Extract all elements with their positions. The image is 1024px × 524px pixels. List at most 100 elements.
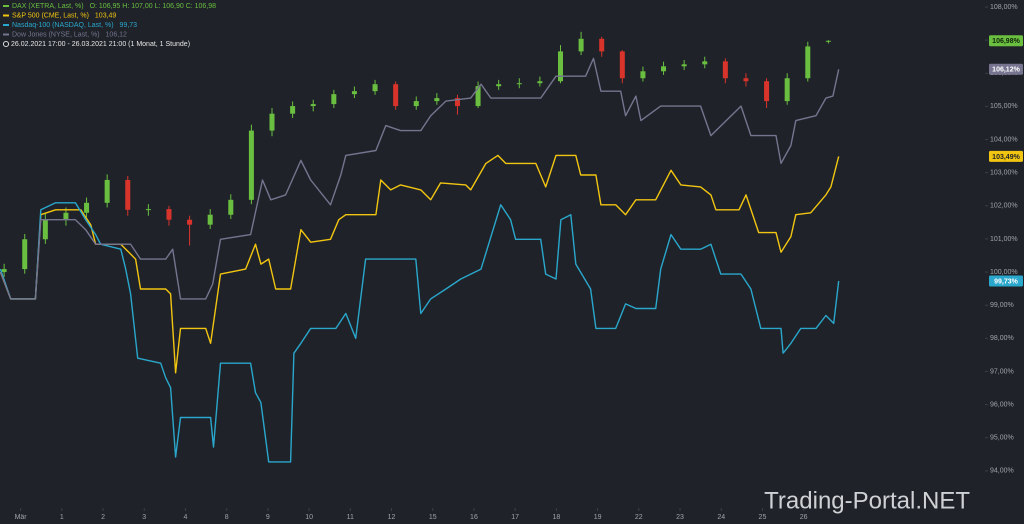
y-tick-label: 105,00% <box>990 103 1018 110</box>
candle-body <box>187 219 193 225</box>
y-tick-label: 97,00% <box>990 368 1014 375</box>
series-line <box>0 57 840 300</box>
candle-body <box>1 269 7 273</box>
candle-body <box>290 106 296 114</box>
x-tick-label: 9 <box>266 514 270 521</box>
x-tick-label: 15 <box>429 514 437 521</box>
last-value-box <box>989 63 1023 75</box>
x-tick-label: Mär <box>15 514 28 521</box>
candle-body <box>372 84 378 92</box>
x-tick-label: 25 <box>759 514 767 521</box>
x-tick-label: 18 <box>552 514 560 521</box>
candle-body <box>104 179 110 203</box>
candle-body <box>681 64 687 67</box>
candle-body <box>22 239 28 270</box>
candle-body <box>640 71 646 79</box>
x-tick-label: 16 <box>470 514 478 521</box>
legend-entry: S&P 500 (CME, Last, %) 103,49 <box>12 12 116 19</box>
y-tick-label: 94,00% <box>990 468 1014 475</box>
y-tick-label: 104,00% <box>990 136 1018 143</box>
x-tick-label: 8 <box>225 514 229 521</box>
y-tick-label: 101,00% <box>990 236 1018 243</box>
series-line <box>0 202 840 463</box>
series-line <box>0 154 840 374</box>
candle-body <box>413 101 419 107</box>
subtitle: 26.02.2021 17:00 - 26.03.2021 21:00 (1 M… <box>11 41 190 48</box>
candle-body <box>496 84 502 87</box>
candle-body <box>42 219 48 240</box>
last-value-label: 99,73% <box>994 278 1019 285</box>
y-tick-label: 100,00% <box>990 269 1018 276</box>
candle-body <box>248 130 254 200</box>
candle-body <box>269 113 275 131</box>
candle-body <box>722 61 728 79</box>
candle-body <box>743 78 749 82</box>
last-value-box <box>989 150 1023 162</box>
y-tick-label: 108,00% <box>990 4 1018 11</box>
legend-name: S&P 500 (CME, Last, %) <box>12 12 89 19</box>
legend-detail: 103,49 <box>95 12 117 19</box>
last-value-label: 106,98% <box>992 38 1020 45</box>
x-tick-label: 10 <box>305 514 313 521</box>
x-tick-label: 26 <box>800 514 808 521</box>
candle-body <box>310 104 316 107</box>
x-tick-label: 3 <box>142 514 146 521</box>
candle-body <box>228 199 234 215</box>
candle-body <box>393 84 399 107</box>
candle-body <box>661 66 667 72</box>
legend-detail: O: 106,95 H: 107,00 L: 106,90 C: 106,98 <box>90 3 217 10</box>
last-value-label: 103,49% <box>992 154 1020 161</box>
legend-swatch <box>3 5 9 7</box>
legend-name: Nasdaq-100 (NASDAQ, Last, %) <box>12 22 114 29</box>
y-tick-label: 95,00% <box>990 435 1014 442</box>
x-tick-label: 12 <box>388 514 396 521</box>
candle-body <box>516 83 522 85</box>
y-tick-label: 99,00% <box>990 302 1014 309</box>
candle-body <box>331 94 337 105</box>
candle-body <box>784 78 790 102</box>
candle-body <box>619 51 625 79</box>
legend-swatch <box>3 14 9 17</box>
clock-icon <box>2 40 10 48</box>
candle-body <box>63 212 69 220</box>
candle-body <box>454 98 460 107</box>
candle-body <box>537 81 543 84</box>
last-value-box <box>989 35 1023 47</box>
candle-body <box>764 81 770 102</box>
watermark: Trading-Portal.NET <box>764 487 970 514</box>
candle-body <box>84 202 90 213</box>
candle-body <box>599 38 605 52</box>
y-tick-label: 98,00% <box>990 335 1014 342</box>
x-tick-label: 19 <box>594 514 602 521</box>
candle-body <box>145 209 151 211</box>
legend-detail: 106,12 <box>106 31 128 38</box>
candle-body <box>825 40 831 42</box>
x-tick-label: 23 <box>676 514 684 521</box>
x-tick-label: 11 <box>347 514 354 521</box>
candle-body <box>702 61 708 65</box>
last-value-label: 106,12% <box>992 67 1020 74</box>
candle-body <box>475 86 481 107</box>
candle-body <box>434 98 440 102</box>
candle-body <box>805 46 811 79</box>
y-tick-label: 96,00% <box>990 401 1014 408</box>
legend-detail: 99,73 <box>120 22 138 29</box>
candle-body <box>125 179 131 210</box>
candle-body <box>558 51 564 82</box>
candle-body <box>166 209 172 220</box>
x-tick-label: 2 <box>101 514 105 521</box>
legend-entry: Nasdaq-100 (NASDAQ, Last, %) 99,73 <box>12 22 137 29</box>
x-tick-label: 17 <box>511 514 519 521</box>
legend-name: DAX (XETRA, Last, %) <box>12 3 84 10</box>
candle-body <box>578 38 584 52</box>
y-tick-label: 103,00% <box>990 170 1018 177</box>
x-tick-label: 4 <box>184 514 188 521</box>
x-tick-label: 22 <box>635 514 643 521</box>
legend-entry: Dow Jones (NYSE, Last, %) 106,12 <box>12 31 127 38</box>
last-value-box <box>989 275 1023 287</box>
candle-body <box>207 214 213 225</box>
legend-swatch <box>3 33 9 36</box>
